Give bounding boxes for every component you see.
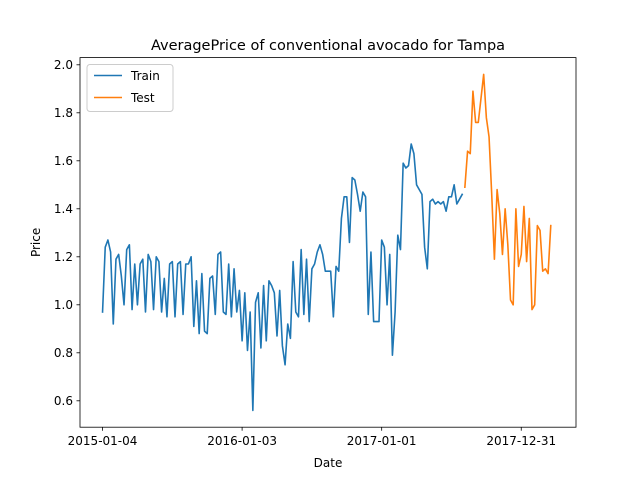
legend: Train Test: [86, 64, 174, 112]
x-axis: 2015-01-04 2016-01-03 2017-01-01 2017-12-31: [68, 427, 556, 448]
x-tick-label: 2017-01-01: [347, 434, 417, 448]
legend-box: [86, 64, 174, 112]
y-tick-label: 1.2: [54, 250, 73, 264]
legend-label-train: Train: [130, 69, 160, 83]
legend-label-test: Test: [130, 91, 155, 105]
y-tick-label: 1.4: [54, 202, 73, 216]
series-line-train: [101, 143, 464, 412]
y-tick-label: 0.6: [54, 394, 73, 408]
y-tick-label: 2.0: [54, 58, 73, 72]
x-tick-label: 2015-01-04: [68, 434, 138, 448]
y-axis-label: Price: [29, 228, 43, 257]
y-tick-label: 1.8: [54, 106, 73, 120]
x-tick-label: 2017-12-31: [486, 434, 556, 448]
chart-title: AveragePrice of conventional avocado for…: [151, 38, 505, 54]
y-tick-label: 0.8: [54, 346, 73, 360]
x-tick-label: 2016-01-03: [207, 434, 277, 448]
plot-frame: [79, 57, 577, 428]
series-line-test: [464, 73, 552, 311]
x-axis-label: Date: [314, 456, 343, 470]
y-tick-label: 1.6: [54, 154, 73, 168]
y-tick-label: 1.0: [54, 298, 73, 312]
y-axis: 0.6 0.8 1.0 1.2 1.4 1.6 1.8 2.0: [54, 58, 80, 408]
series-layer: [101, 73, 552, 412]
